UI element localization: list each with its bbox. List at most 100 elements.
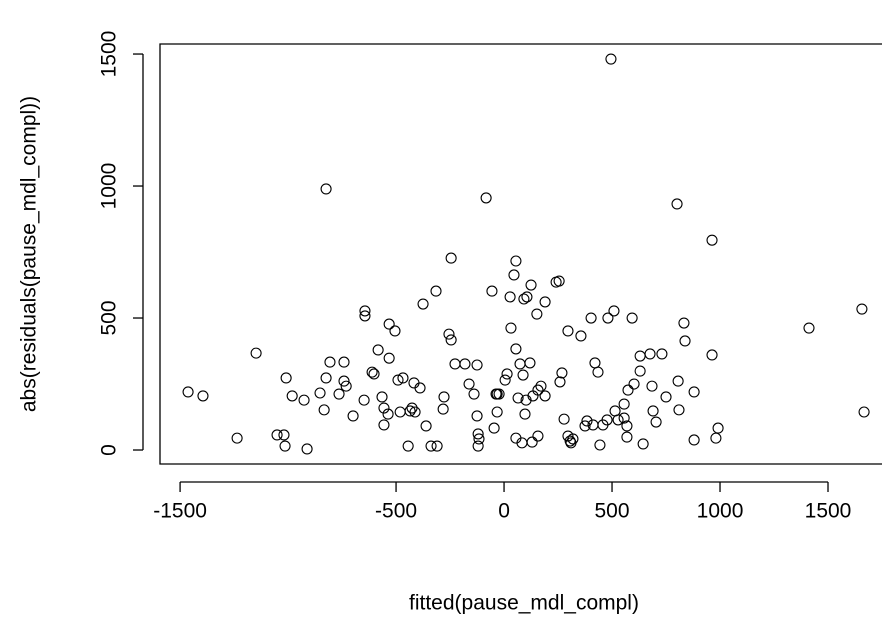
- point: [505, 322, 517, 334]
- point: [366, 366, 378, 378]
- point: [504, 291, 516, 303]
- point: [318, 404, 330, 416]
- point: [486, 285, 498, 297]
- point: [409, 406, 421, 418]
- point: [250, 347, 262, 359]
- point: [510, 343, 522, 355]
- point: [525, 279, 537, 291]
- point: [358, 394, 370, 406]
- point: [402, 440, 414, 452]
- y-tick-label: 500: [98, 300, 121, 335]
- point: [532, 430, 544, 442]
- point: [858, 406, 870, 418]
- point: [468, 388, 480, 400]
- point: [594, 439, 606, 451]
- point: [856, 303, 868, 315]
- point: [501, 368, 513, 380]
- point: [383, 352, 395, 364]
- point: [431, 440, 443, 452]
- point: [706, 234, 718, 246]
- point: [539, 296, 551, 308]
- point: [634, 365, 646, 377]
- point: [271, 429, 283, 441]
- point: [472, 440, 484, 452]
- point: [459, 358, 471, 370]
- point: [493, 388, 505, 400]
- point: [618, 398, 630, 410]
- point: [608, 305, 620, 317]
- point: [368, 368, 380, 380]
- point: [553, 275, 565, 287]
- point: [688, 434, 700, 446]
- point: [278, 429, 290, 441]
- point: [558, 413, 570, 425]
- point: [340, 380, 352, 392]
- point: [314, 387, 326, 399]
- point: [585, 312, 597, 324]
- point: [324, 356, 336, 368]
- point: [383, 318, 395, 330]
- point: [359, 310, 371, 322]
- point: [389, 325, 401, 337]
- point: [532, 384, 544, 396]
- point: [517, 369, 529, 381]
- x-tick-label: 0: [498, 500, 510, 523]
- point: [445, 334, 457, 346]
- point: [524, 357, 536, 369]
- point: [678, 317, 690, 329]
- point: [514, 358, 526, 370]
- point: [508, 269, 520, 281]
- point: [646, 380, 658, 392]
- point: [280, 372, 292, 384]
- point: [612, 414, 624, 426]
- point: [634, 350, 646, 362]
- point: [437, 403, 449, 415]
- point: [382, 408, 394, 420]
- point: [688, 386, 700, 398]
- point: [601, 414, 613, 426]
- point: [628, 378, 640, 390]
- point: [589, 357, 601, 369]
- point: [298, 394, 310, 406]
- point: [672, 375, 684, 387]
- point: [602, 312, 614, 324]
- x-tick-label: 500: [595, 500, 630, 523]
- x-tick-label: 1000: [697, 500, 744, 523]
- point: [567, 433, 579, 445]
- y-tick-label: 0: [98, 444, 121, 456]
- point: [425, 440, 437, 452]
- point: [480, 192, 492, 204]
- point: [197, 390, 209, 402]
- point: [420, 420, 432, 432]
- point: [430, 285, 442, 297]
- point: [338, 375, 350, 387]
- point: [392, 374, 404, 386]
- point: [679, 335, 691, 347]
- y-axis-label: abs(residuals(pause_mdl_compl)): [18, 96, 41, 412]
- point: [231, 432, 243, 444]
- point: [438, 391, 450, 403]
- point: [347, 410, 359, 422]
- point: [712, 422, 724, 434]
- point: [443, 328, 455, 340]
- point: [671, 198, 683, 210]
- point: [526, 436, 538, 448]
- point: [378, 402, 390, 414]
- point: [301, 443, 313, 455]
- point: [471, 359, 483, 371]
- point: [320, 183, 332, 195]
- point: [521, 291, 533, 303]
- point: [650, 416, 662, 428]
- point: [605, 53, 617, 65]
- point: [449, 358, 461, 370]
- point: [519, 408, 531, 420]
- point: [372, 344, 384, 356]
- x-tick-label: 1500: [805, 500, 852, 523]
- point: [394, 406, 406, 418]
- point: [622, 384, 634, 396]
- point: [408, 377, 420, 389]
- point: [562, 325, 574, 337]
- point: [279, 440, 291, 452]
- point: [539, 390, 551, 402]
